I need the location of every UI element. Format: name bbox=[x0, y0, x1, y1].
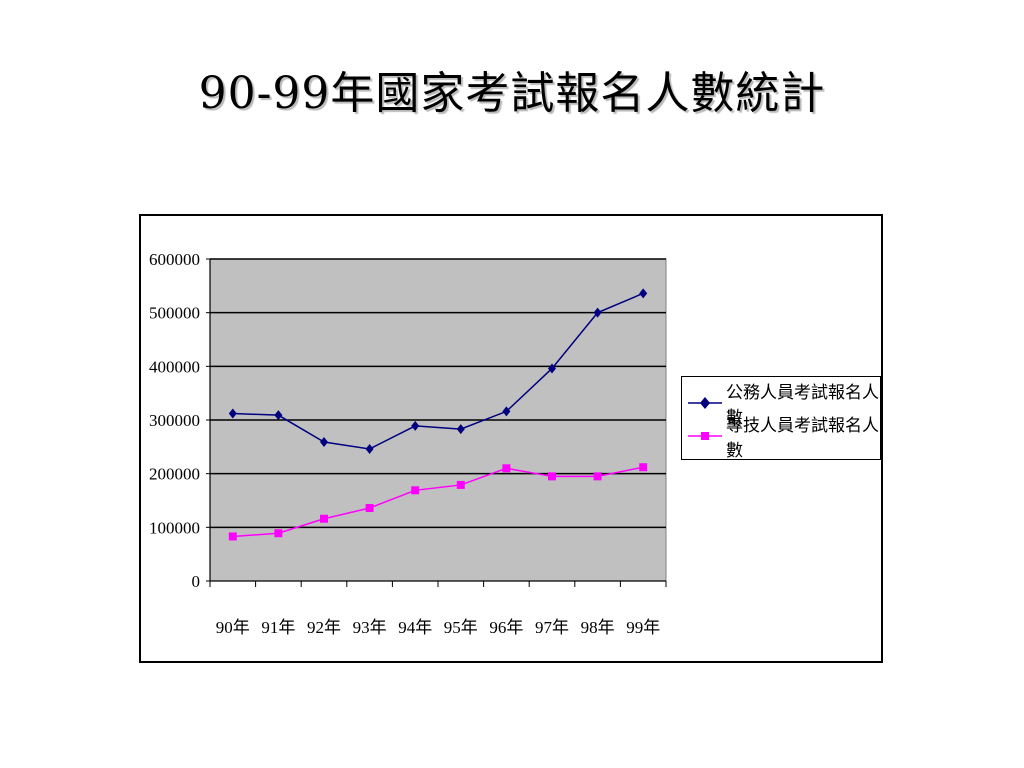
y-tick-label: 100000 bbox=[149, 518, 200, 537]
legend-key-square-icon bbox=[688, 428, 722, 444]
series-2-point bbox=[365, 504, 374, 513]
series-1-point bbox=[548, 363, 556, 374]
line-chart: 0 100000 200000 300000 400000 500000 600000 90年… bbox=[149, 250, 667, 637]
series-2-point bbox=[228, 532, 237, 541]
x-tick-label: 92年 bbox=[307, 618, 341, 637]
series-2-point bbox=[502, 464, 511, 473]
legend-label-series-2: 專技人員考試報名人數 bbox=[726, 416, 879, 460]
x-tick-label: 90年 bbox=[216, 618, 250, 637]
series-1-point bbox=[411, 420, 420, 431]
y-tick-label: 200000 bbox=[149, 465, 200, 484]
series-1-point bbox=[274, 410, 283, 421]
series-2-point bbox=[456, 480, 465, 489]
series-2-point bbox=[639, 463, 648, 472]
x-tick-label: 96年 bbox=[489, 618, 523, 637]
y-tick-label: 0 bbox=[192, 572, 201, 591]
series-1-point bbox=[639, 288, 648, 299]
chart-frame: 0 100000 200000 300000 400000 500000 600000 90年… bbox=[139, 214, 883, 663]
series-line-1 bbox=[232, 292, 644, 450]
legend-item-series-1: 公務人員考試報名人數 bbox=[688, 383, 880, 427]
y-tick-label: 600000 bbox=[149, 250, 200, 269]
series-1-point bbox=[593, 307, 602, 318]
series-2-point bbox=[593, 472, 602, 481]
series-1-point bbox=[228, 408, 237, 419]
x-tick-label: 91年 bbox=[261, 618, 295, 637]
series-1-point bbox=[320, 437, 328, 448]
y-tick-label: 500000 bbox=[149, 304, 200, 323]
series-line-2 bbox=[232, 466, 644, 538]
series-2-point bbox=[274, 529, 283, 538]
series-2-point bbox=[320, 514, 328, 523]
x-tick-label: 99年 bbox=[626, 618, 660, 637]
series-1-point bbox=[502, 406, 511, 417]
x-tick-label: 98年 bbox=[581, 618, 615, 637]
legend-key-diamond-icon bbox=[688, 395, 722, 411]
chart-legend: 公務人員考試報名人數 專技人員考試報名人數 bbox=[681, 376, 881, 460]
x-tick-label: 97年 bbox=[535, 618, 569, 637]
series-1-point bbox=[456, 424, 465, 435]
x-tick-label: 94年 bbox=[398, 618, 432, 637]
slide-title: 90-99年國家考試報名人數統計 bbox=[198, 68, 826, 119]
y-tick-label: 300000 bbox=[149, 411, 200, 430]
series-1-point bbox=[365, 443, 374, 454]
x-tick-label: 95年 bbox=[444, 618, 478, 637]
series-2-point bbox=[548, 472, 556, 481]
x-tick-label: 93年 bbox=[353, 618, 387, 637]
legend-label-series-1: 公務人員考試報名人數 bbox=[726, 383, 879, 427]
legend-item-series-2: 專技人員考試報名人數 bbox=[688, 416, 880, 460]
series-2-point bbox=[411, 486, 420, 495]
y-tick-label: 400000 bbox=[149, 357, 200, 376]
